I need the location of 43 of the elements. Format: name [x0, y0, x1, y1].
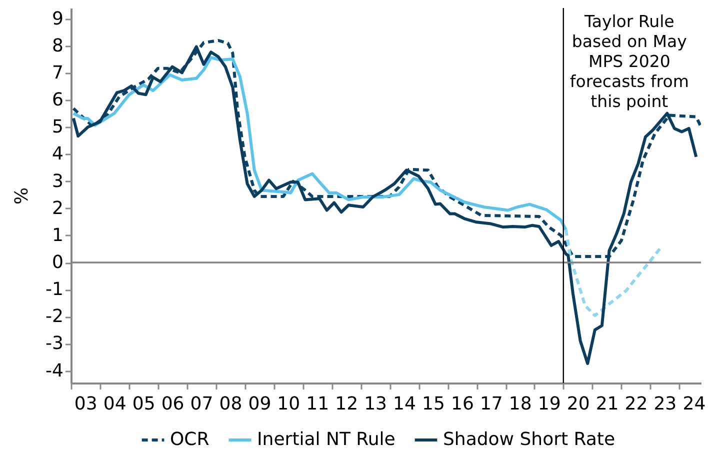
x-tick-label: 04: [103, 394, 126, 414]
x-tick-label: 10: [277, 394, 300, 414]
x-tick-label: 09: [248, 394, 272, 414]
x-tick-label: 06: [161, 394, 184, 414]
y-tick-label: 4: [52, 144, 64, 165]
legend-label: OCR: [170, 429, 210, 450]
x-tick-label: 12: [335, 394, 358, 414]
x-tick-label: 07: [190, 394, 214, 414]
x-tick-label: 19: [538, 394, 561, 414]
x-tick-label: 13: [364, 394, 388, 414]
legend-label: Inertial NT Rule: [257, 429, 396, 450]
x-tick-label: 17: [480, 394, 503, 414]
y-tick-label: -3: [46, 333, 64, 354]
legend-label: Shadow Short Rate: [443, 429, 616, 450]
y-tick-label: 1: [52, 224, 64, 246]
x-tick-label: 14: [393, 394, 416, 414]
x-tick-label: 24: [682, 394, 706, 414]
y-tick-label: 5: [52, 116, 64, 138]
x-tick-label: 18: [508, 394, 532, 414]
y-tick-label: 9: [52, 8, 64, 30]
x-tick-label: 08: [219, 394, 242, 414]
y-tick-label: 0: [52, 252, 64, 274]
line-series: [72, 56, 568, 232]
line-series: [564, 228, 662, 318]
x-tick-label: 23: [654, 394, 677, 414]
y-tick-label: -4: [46, 360, 64, 382]
x-tick-label: 11: [306, 394, 330, 414]
y-tick-label: -1: [46, 279, 64, 300]
y-tick-label: 6: [52, 90, 64, 111]
x-tick-label: 20: [566, 394, 590, 414]
y-tick-label: 7: [52, 62, 64, 84]
ref-line-label: Taylor Rule based on May MPS 2020 forecasts from this point: [570, 12, 689, 111]
y-tick-label: 8: [52, 35, 64, 56]
x-tick-label: 15: [422, 394, 445, 414]
y-tick-label: -2: [46, 306, 64, 328]
x-tick-label: 05: [132, 394, 156, 414]
y-axis-title: %: [12, 187, 33, 205]
x-tick-label: 16: [451, 394, 474, 414]
x-tick-label: 22: [624, 394, 648, 414]
x-tick-label: 21: [596, 394, 619, 414]
y-tick-label: 3: [52, 170, 64, 192]
x-tick-label: 03: [74, 394, 98, 414]
y-tick-label: 2: [52, 198, 64, 219]
